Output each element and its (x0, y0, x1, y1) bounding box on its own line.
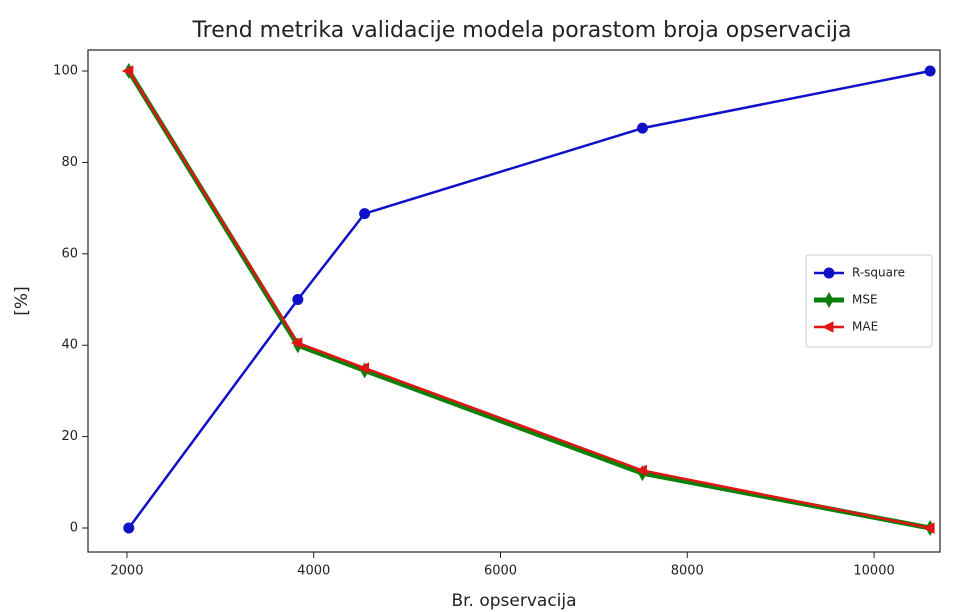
y-axis-label: [%] (12, 286, 32, 315)
legend-label: R-square (852, 266, 905, 280)
data-point (922, 522, 935, 534)
x-axis-label: Br. opservacija (451, 591, 576, 611)
y-tick-label: 80 (61, 155, 78, 170)
legend-marker (823, 267, 835, 279)
data-point (121, 65, 134, 77)
legend-label: MSE (852, 293, 878, 307)
y-tick-label: 60 (61, 246, 78, 261)
y-tick-label: 100 (53, 64, 78, 79)
chart-title: Trend metrika validacije modela porastom… (191, 18, 851, 43)
x-tick-label: 10000 (853, 564, 894, 579)
data-point (292, 294, 304, 306)
data-point (290, 337, 303, 349)
data-point (123, 522, 135, 534)
legend: R-square MSE MAE (805, 254, 933, 348)
data-point (636, 122, 648, 134)
plot-frame (87, 49, 941, 553)
data-point (924, 65, 936, 77)
data-point (357, 362, 370, 374)
legend-marker (824, 291, 834, 309)
data-point (635, 464, 647, 477)
legend-box (805, 254, 933, 348)
data-point (359, 208, 371, 220)
x-tick-label: 4000 (297, 564, 330, 579)
x-tick-label: 6000 (484, 564, 517, 579)
y-tick-label: 0 (70, 521, 78, 536)
y-tick-label: 20 (61, 429, 78, 444)
legend-marker (821, 321, 834, 333)
x-tick-label: 2000 (110, 564, 143, 579)
x-tick-label: 8000 (671, 564, 704, 579)
legend-label: MAE (852, 320, 878, 334)
y-tick-label: 40 (61, 338, 78, 353)
